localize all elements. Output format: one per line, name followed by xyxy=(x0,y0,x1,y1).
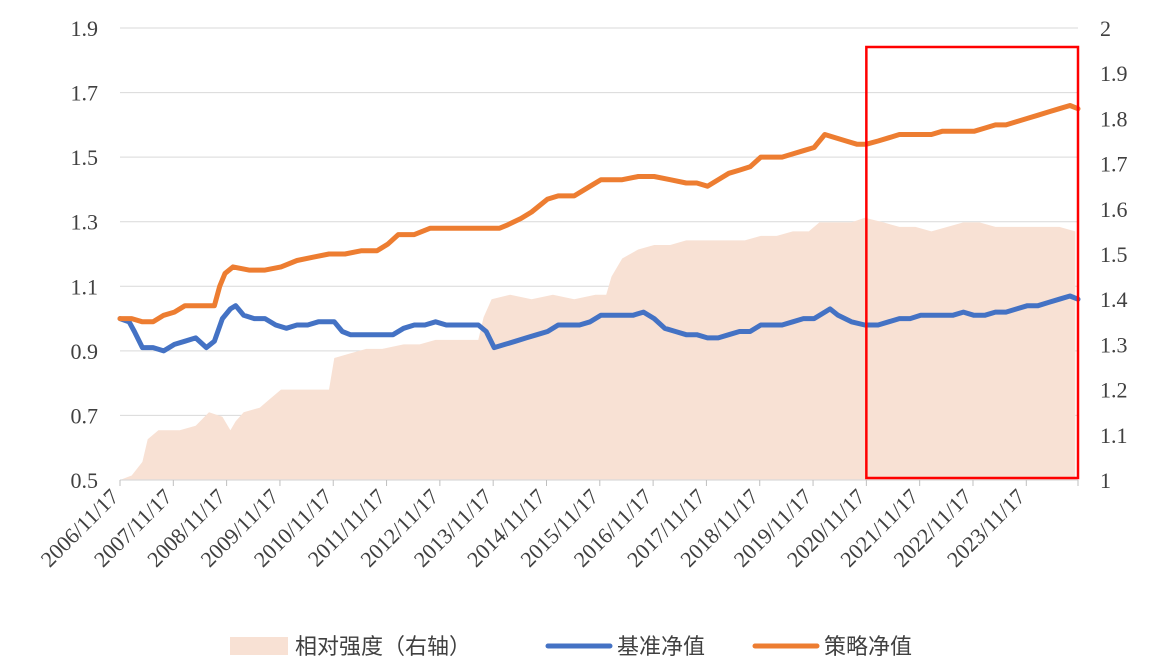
y-right-tick-label: 1.9 xyxy=(1100,61,1128,86)
y-left-tick-label: 0.5 xyxy=(71,468,99,493)
y-left-tick-label: 0.7 xyxy=(71,403,99,428)
y-left-tick-label: 1.3 xyxy=(71,210,99,235)
y-right-tick-label: 1.3 xyxy=(1100,332,1128,357)
legend-item-strategy[interactable]: 策略净值 xyxy=(752,635,912,660)
legend-label: 相对强度（右轴） xyxy=(295,635,471,660)
y-right-tick-label: 1.8 xyxy=(1100,106,1128,131)
highlight-box xyxy=(865,45,1080,480)
area-layer xyxy=(120,217,1076,481)
y-right-tick-label: 2 xyxy=(1100,16,1111,41)
y-right-tick-label: 1.2 xyxy=(1100,378,1128,403)
legend-label: 策略净值 xyxy=(824,635,912,660)
y-left-tick-label: 1.9 xyxy=(71,16,99,41)
grid-layer xyxy=(120,27,1078,416)
y-right-tick-label: 1.4 xyxy=(1100,287,1128,312)
y-left-tick-label: 0.9 xyxy=(71,339,99,364)
line-layer xyxy=(117,103,1081,354)
legend-swatch xyxy=(230,637,288,655)
series-line-strategy xyxy=(117,103,1081,325)
legend-label: 基准净值 xyxy=(617,635,705,660)
legend-layer[interactable]: 相对强度（右轴） 基准净值 策略净值 xyxy=(230,635,912,660)
highlight-layer xyxy=(865,45,1080,480)
y-left-tick-label: 1.5 xyxy=(71,145,99,170)
y-left-tick-label: 1.7 xyxy=(71,81,99,106)
legend-item-benchmark[interactable]: 基准净值 xyxy=(545,635,705,660)
y-right-tick-label: 1.6 xyxy=(1100,197,1128,222)
legend-item-relative-strength[interactable]: 相对强度（右轴） xyxy=(230,635,471,660)
y-right-tick-label: 1.5 xyxy=(1100,242,1128,267)
y-left-tick-label: 1.1 xyxy=(71,274,99,299)
series-area-relative-strength xyxy=(120,217,1076,481)
y-right-tick-label: 1.1 xyxy=(1100,423,1128,448)
y-right-tick-label: 1.7 xyxy=(1100,152,1128,177)
series-line-benchmark xyxy=(117,293,1081,354)
y-right-tick-label: 1 xyxy=(1100,468,1111,493)
